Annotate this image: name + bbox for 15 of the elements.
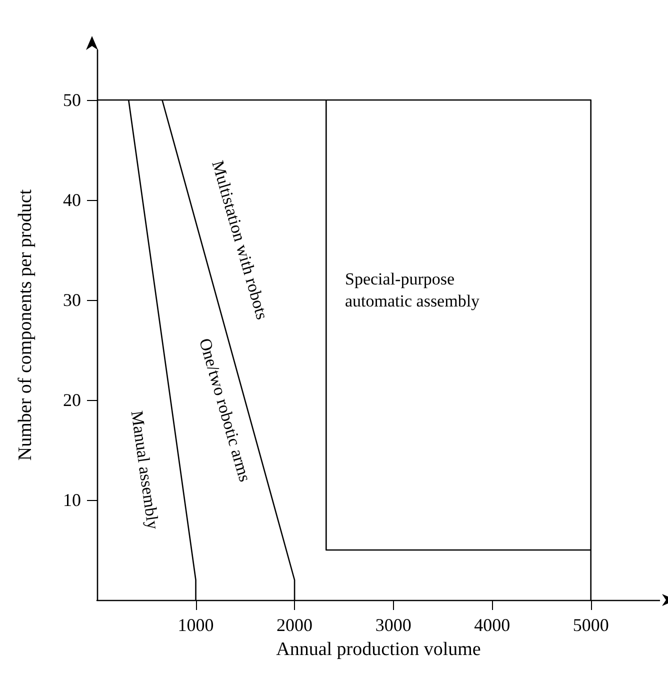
annotation: Manual assembly	[127, 410, 163, 531]
y-tick-label: 20	[63, 390, 81, 410]
y-axis-title: Number of components per product	[15, 188, 36, 461]
annotation: Special-purpose automatic assembly	[345, 270, 480, 310]
x-axis-title: Annual production volume	[276, 639, 481, 660]
x-tick-label: 2000	[276, 615, 313, 635]
y-tick-label: 50	[63, 90, 81, 110]
annotation: One/two robotic arms	[195, 336, 255, 484]
x-tick-label: 3000	[375, 615, 412, 635]
y-tick-label: 10	[63, 490, 81, 510]
x-tick-label: 4000	[474, 615, 510, 635]
y-tick-label: 40	[63, 190, 81, 210]
y-tick-label: 30	[63, 290, 81, 310]
x-tick-label: 1000	[178, 615, 214, 635]
x-tick-label: 5000	[572, 615, 609, 635]
